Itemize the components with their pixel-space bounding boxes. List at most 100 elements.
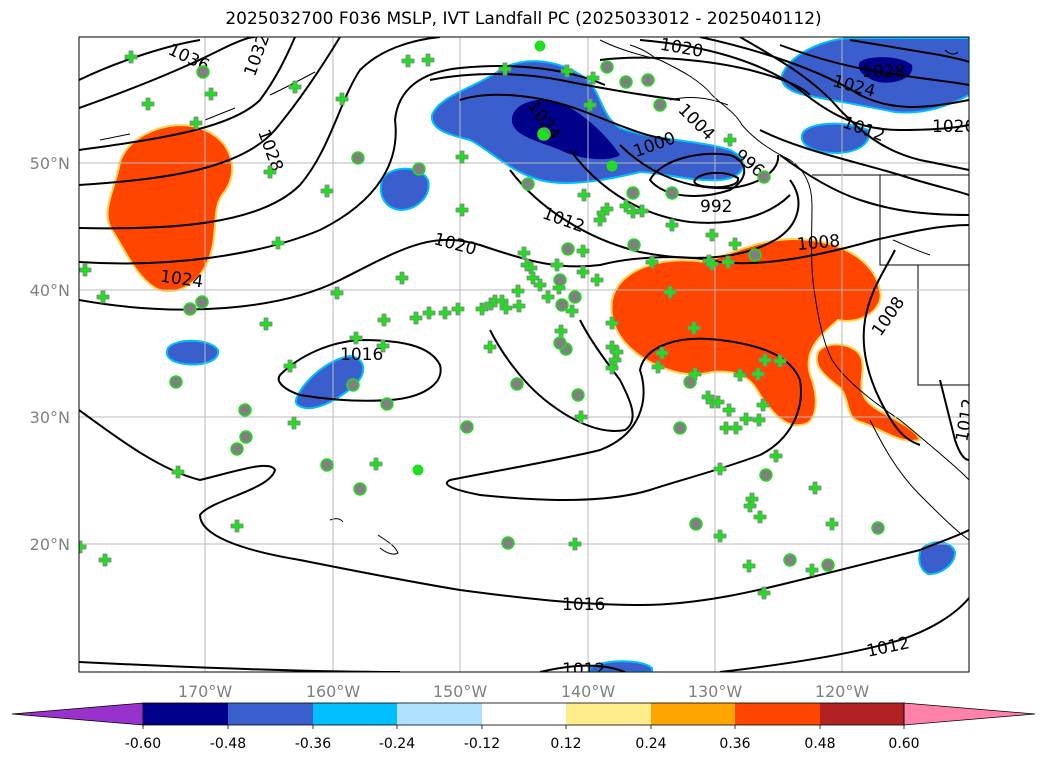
map-title: 2025032700 F036 MSLP, IVT Landfall PC (2… (225, 9, 822, 29)
negative-ivt-core (511, 99, 620, 160)
station-cross-marker (713, 462, 727, 476)
station-cross-marker (271, 236, 285, 250)
negative-ivt-area-small-6 (589, 660, 653, 672)
station-cross-marker (511, 284, 525, 298)
isobar-label: 1020 (932, 117, 975, 137)
station-cross-marker (742, 559, 756, 573)
station-cross-marker (586, 71, 600, 85)
station-cross-marker (752, 413, 766, 427)
station-cross-marker (395, 271, 409, 285)
station-dot-marker (683, 375, 697, 389)
station-dot-marker (353, 482, 367, 496)
station-cross-marker (713, 529, 727, 543)
station-cross-marker (283, 359, 297, 373)
station-cross-marker (605, 361, 619, 375)
station-cross-marker (705, 257, 719, 271)
station-dot-marker (238, 403, 252, 417)
station-cross-marker (568, 537, 582, 551)
station-cross-marker (422, 306, 436, 320)
colorbar-segment (651, 703, 735, 725)
positive-ivt-area-baja (815, 343, 922, 442)
station-cross-marker (560, 64, 574, 78)
station-dot-marker (600, 60, 614, 74)
station-cross-marker (96, 290, 110, 304)
station-cross-marker (574, 410, 588, 424)
station-cross-marker (688, 367, 702, 381)
station-cross-marker (577, 188, 591, 202)
station-cross-marker (98, 553, 112, 567)
station-cross-marker (723, 133, 737, 147)
station-dot-marker (759, 468, 773, 482)
station-cross-marker (349, 331, 363, 345)
station-cross-marker (335, 92, 349, 106)
station-dot-marker (553, 336, 567, 350)
station-cross-marker (124, 50, 138, 64)
isobars (79, 37, 969, 672)
station-cross-marker (610, 345, 624, 359)
colorbar-extend-max (903, 702, 1036, 726)
longitude-ticks: 170°W 160°W 150°W 140°W 130°W 120°W (178, 682, 870, 701)
isobar-label: 1008 (796, 231, 841, 255)
station-cross-marker (288, 80, 302, 94)
colorbar-segment (482, 703, 566, 725)
station-dot-marker (627, 238, 641, 252)
station-cross-marker (757, 586, 771, 600)
station-dot-marker (561, 242, 575, 256)
station-cross-marker (808, 481, 822, 495)
negative-ivt-core-northeast (858, 57, 913, 83)
station-cross-marker (550, 258, 564, 272)
station-dot-marker (783, 553, 797, 567)
station-cross-marker (722, 403, 736, 417)
station-cross-marker (590, 273, 604, 287)
station-cross-marker (320, 184, 334, 198)
negative-ivt-area-small-2 (379, 167, 430, 212)
station-cross-marker (665, 218, 679, 232)
station-cross-marker (421, 53, 435, 67)
station-dot-marker (351, 151, 365, 165)
station-cross-marker (721, 255, 735, 269)
latitude-ticks: 50°N 40°N 30°N 20°N (30, 154, 70, 554)
station-cross-marker (517, 246, 531, 260)
colorbar-segment (397, 703, 482, 725)
station-dot-marker (412, 162, 426, 176)
station-solid-marker (537, 129, 549, 141)
station-cross-marker (769, 449, 783, 463)
coastlines (99, 39, 969, 555)
negative-ivt-area-small-3 (165, 339, 220, 366)
station-dot-marker (619, 75, 633, 89)
station-cross-marker (483, 340, 497, 354)
lon-tick-label: 160°W (306, 682, 361, 701)
colorbar-tick-label: 0.36 (719, 736, 750, 752)
station-cross-marker (773, 354, 787, 368)
station-dot-marker (689, 517, 703, 531)
station-cross-marker (705, 228, 719, 242)
station-dot-marker (871, 521, 885, 535)
colorbar-segment (820, 703, 904, 725)
station-dot-marker (665, 186, 679, 200)
station-cross-marker (79, 540, 87, 554)
station-cross-marker (605, 316, 619, 330)
station-cross-marker (651, 360, 665, 374)
colorbar-tick-label: -0.48 (210, 736, 246, 752)
isobar-label: 1016 (340, 345, 383, 365)
station-cross-marker (576, 265, 590, 279)
colorbar-tick-label: -0.60 (125, 736, 161, 752)
station-cross-marker (512, 299, 526, 313)
station-dot-marker (380, 397, 394, 411)
station-cross-marker (583, 98, 597, 112)
station-cross-marker (655, 346, 669, 360)
station-dot-marker (510, 377, 524, 391)
station-cross-marker (451, 302, 465, 316)
isobar-label: 992 (700, 197, 732, 217)
lon-tick-label: 120°W (815, 682, 870, 701)
station-cross-marker (230, 519, 244, 533)
colorbar-extend-min (11, 702, 144, 726)
station-cross-marker (576, 244, 590, 258)
station-cross-marker (753, 510, 767, 524)
lat-tick-label: 20°N (30, 535, 70, 554)
isobar-label: 1012 (562, 660, 605, 680)
station-dot-marker (748, 248, 762, 262)
station-cross-marker (287, 416, 301, 430)
station-dot-marker (346, 378, 360, 392)
colorbar-segment (228, 703, 313, 725)
